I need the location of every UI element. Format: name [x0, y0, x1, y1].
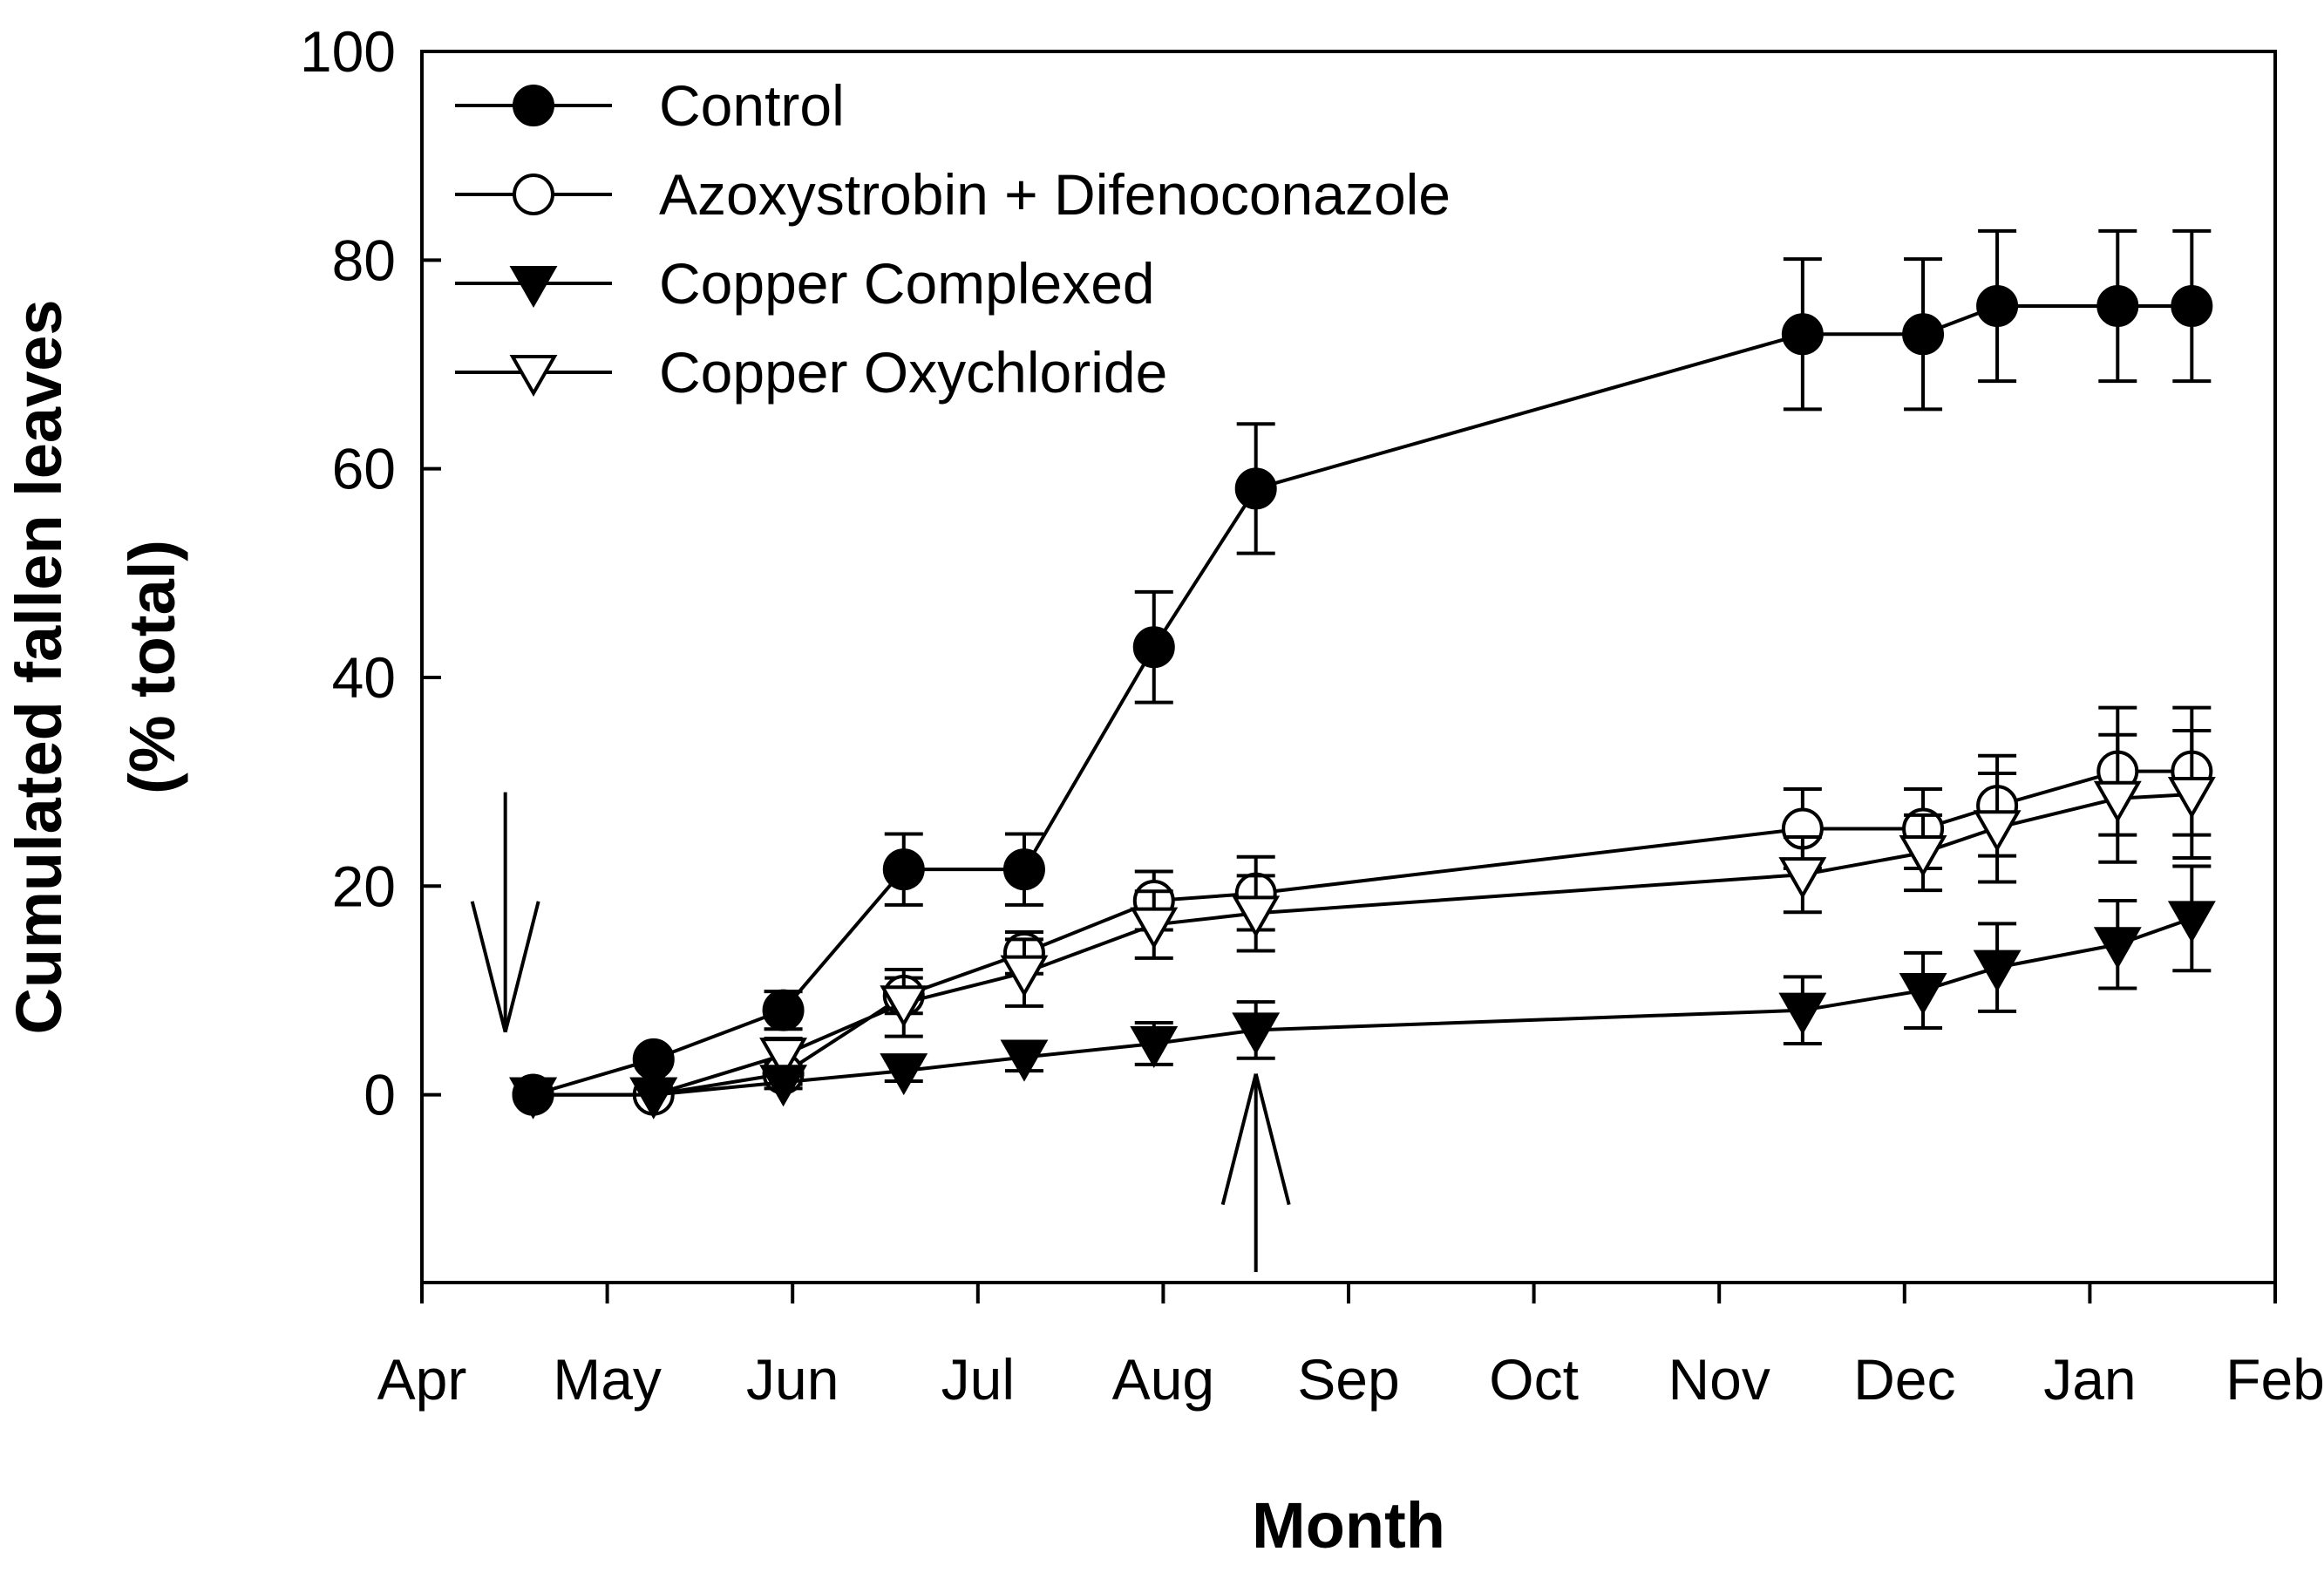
- data-point: [1000, 955, 1049, 997]
- y-tick-label: 40: [332, 645, 396, 710]
- annotation-arrow-down: [470, 792, 540, 1033]
- y-axis-title-line2: (% total): [116, 540, 188, 794]
- data-point: [1002, 848, 1045, 891]
- y-axis-ticks: 0 20 40 60 80 100: [300, 19, 441, 1127]
- x-tick-label: Feb: [2225, 1347, 2324, 1412]
- data-point: [1902, 313, 1945, 356]
- y-axis-title-line1: Cumulated fallen leaves: [3, 299, 75, 1034]
- legend: Control Azoxystrobin + Difenoconazole Copp…: [455, 73, 1451, 405]
- y-tick-label: 60: [332, 437, 396, 501]
- x-tick-label: May: [553, 1347, 662, 1412]
- series-line: [533, 916, 2192, 1097]
- data-point: [759, 1065, 808, 1107]
- data-point: [2093, 780, 2142, 823]
- x-tick-label: Dec: [1853, 1347, 1955, 1412]
- data-point: [1132, 626, 1175, 669]
- data-point: [1000, 1039, 1049, 1082]
- data-point: [512, 1073, 554, 1116]
- x-axis-ticks: Apr May Jun Jul Aug Sep Oct Nov Dec Jan Feb: [377, 1283, 2324, 1412]
- x-tick-label: Jul: [941, 1347, 1015, 1412]
- legend-item: Copper Oxychloride: [455, 340, 1167, 405]
- x-tick-label: Nov: [1668, 1347, 1770, 1412]
- data-point: [880, 1053, 928, 1096]
- data-point: [1976, 284, 2019, 327]
- data-point: [1778, 992, 1827, 1035]
- annotation-layer: [470, 792, 1291, 1273]
- annotation-arrow-up: [1220, 1073, 1291, 1273]
- x-tick-label: Jan: [2043, 1347, 2136, 1412]
- arrow-head-right: [503, 901, 540, 1033]
- data-point: [1130, 907, 1179, 949]
- legend-label: Control: [659, 73, 845, 138]
- data-point: [1973, 810, 2022, 853]
- legend-label: Copper Complexed: [659, 251, 1155, 316]
- data-point: [1899, 972, 1947, 1015]
- legend-marker: [513, 85, 554, 126]
- y-tick-label: 100: [300, 19, 396, 84]
- data-point: [1781, 313, 1824, 356]
- legend-label: Azoxystrobin + Difenoconazole: [659, 162, 1451, 227]
- series-copper-complexed: [509, 864, 2216, 1120]
- legend-marker: [513, 174, 554, 215]
- legend-marker: [509, 266, 558, 309]
- x-tick-label: Sep: [1297, 1347, 1399, 1412]
- series-control: [512, 228, 2213, 1116]
- data-point: [1232, 895, 1281, 938]
- data-point: [2167, 901, 2216, 943]
- x-tick-label: Oct: [1489, 1347, 1579, 1412]
- data-point: [2167, 776, 2216, 820]
- data-point: [880, 985, 928, 1028]
- y-axis-title: Cumulated fallen leaves (% total): [3, 299, 188, 1034]
- x-tick-label: Aug: [1112, 1347, 1214, 1412]
- series-copper-oxychloride: [509, 728, 2216, 1120]
- legend-item: Copper Complexed: [455, 251, 1155, 316]
- y-tick-label: 0: [364, 1063, 396, 1127]
- x-tick-label: Jun: [746, 1347, 839, 1412]
- legend-item: Control: [455, 73, 845, 138]
- y-tick-label: 80: [332, 228, 396, 292]
- data-point: [632, 1038, 675, 1080]
- x-axis-title: Month: [1252, 1489, 1445, 1562]
- data-point: [1899, 834, 1947, 878]
- data-point: [2096, 284, 2139, 327]
- axes: 0 20 40 60 80 100 Apr May Jun Jul Aug Sep Oct Nov Dec…: [300, 19, 2324, 1412]
- series-layer: [509, 228, 2216, 1120]
- data-point: [1973, 949, 2022, 992]
- data-point: [2093, 927, 2142, 970]
- arrow-head-left: [1220, 1073, 1258, 1206]
- legend-item: Azoxystrobin + Difenoconazole: [455, 162, 1451, 227]
- y-tick-label: 20: [332, 854, 396, 918]
- data-point: [1130, 1025, 1179, 1069]
- data-point: [1232, 1012, 1281, 1055]
- arrow-head-left: [470, 901, 507, 1033]
- arrow-head-right: [1254, 1073, 1291, 1206]
- data-point: [2171, 284, 2213, 327]
- data-point: [882, 848, 925, 891]
- legend-label: Copper Oxychloride: [659, 340, 1167, 405]
- legend-marker: [509, 355, 558, 398]
- x-tick-label: Apr: [377, 1347, 467, 1412]
- data-point: [1234, 467, 1277, 510]
- data-point: [1778, 857, 1827, 900]
- data-point: [762, 989, 805, 1031]
- data-point: [759, 1038, 808, 1080]
- series-line: [533, 792, 2192, 1097]
